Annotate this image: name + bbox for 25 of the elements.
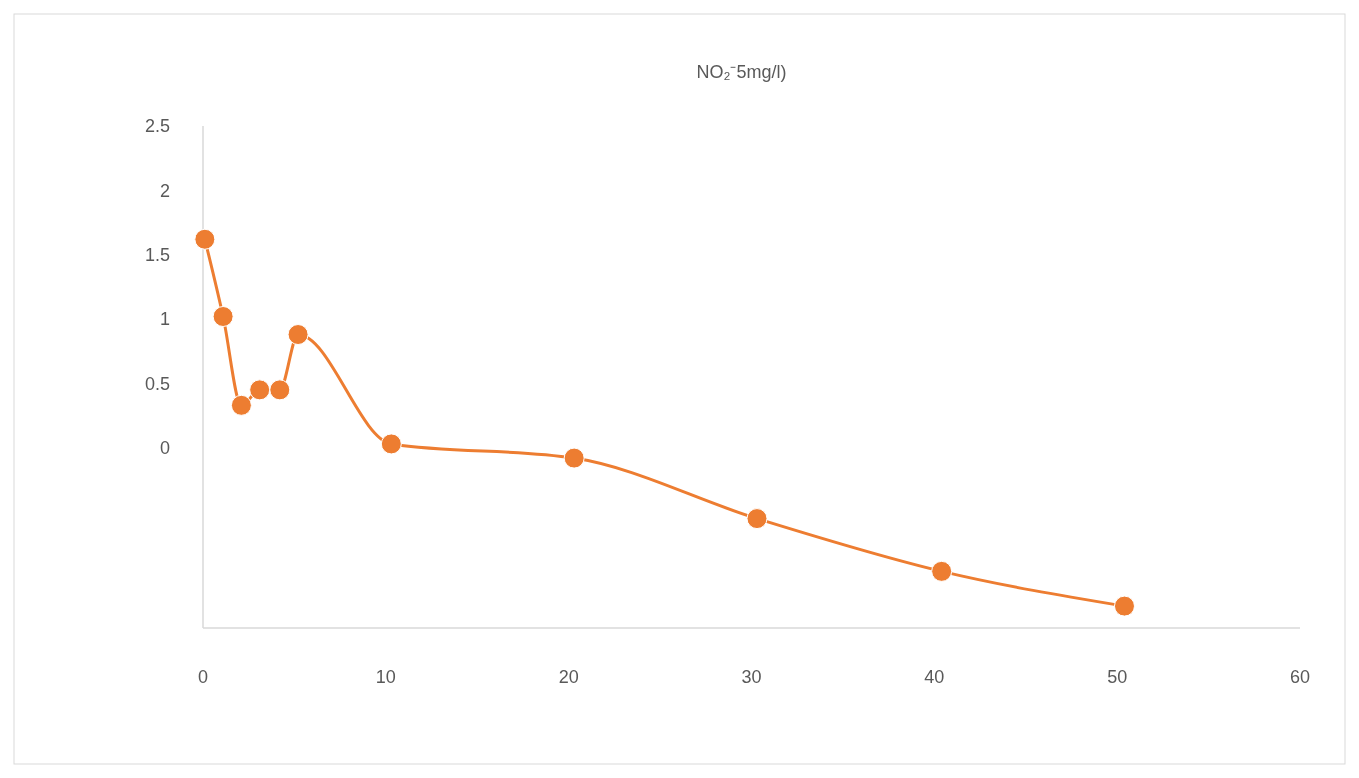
point	[287, 324, 309, 346]
x-tick-label: 20	[558, 667, 579, 687]
y-tick-label: 0.5	[144, 373, 170, 394]
y-tick-label: 1.5	[144, 245, 170, 266]
y-tick-label: 2.5	[144, 116, 170, 137]
x-tick-label: 40	[924, 667, 945, 687]
point	[931, 560, 953, 582]
y-tick-label: 2	[159, 180, 170, 201]
y-tick-label: 1	[159, 309, 170, 330]
point	[563, 447, 585, 469]
point	[212, 306, 234, 327]
point	[269, 379, 291, 401]
point	[194, 228, 216, 250]
point	[230, 394, 252, 416]
point	[380, 433, 402, 455]
chart-title: NO₂⁻5mg/l)	[696, 62, 787, 82]
point	[1113, 595, 1135, 617]
x-tick-label: 50	[1107, 667, 1128, 687]
x-tick-label: 0	[197, 667, 209, 687]
point	[746, 508, 768, 530]
point	[249, 379, 271, 401]
x-tick-label: 10	[375, 667, 396, 687]
x-tick-label: 30	[741, 667, 762, 687]
y-tick-label: 0	[159, 438, 170, 459]
x-tick-label: 60	[1289, 667, 1311, 687]
